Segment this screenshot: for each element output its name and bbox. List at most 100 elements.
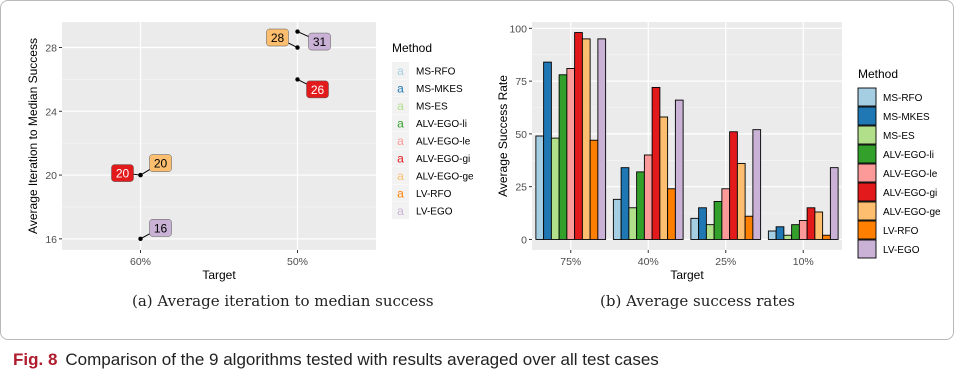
legend-entry-label: ALV-EGO-ge <box>883 207 941 218</box>
data-label-box <box>308 32 331 51</box>
y-axis-label: Average Success Rate <box>496 75 510 197</box>
plot-panel-a <box>62 22 376 250</box>
legend-key-bg <box>392 184 409 202</box>
data-point <box>138 236 143 242</box>
figure-canvas: 16 20 24 28 60% 50% Target Average Iteration to… <box>26 22 941 282</box>
legend-key-glyph: a <box>397 152 404 166</box>
data-label: 20 <box>116 167 130 181</box>
data-point <box>138 172 143 178</box>
legend-entry-label: LV-EGO <box>883 245 920 256</box>
legend-entry-label: ALV-EGO-le <box>883 169 938 180</box>
y-tick-label: 0 <box>521 234 527 246</box>
bar <box>651 86 661 240</box>
data-point <box>295 45 300 50</box>
bar <box>566 67 576 240</box>
legend-entry-label: ALV-EGO-li <box>416 119 467 130</box>
data-label: 28 <box>271 31 285 45</box>
y-tick-label: 28 <box>45 43 57 55</box>
legend-entry-label: MS-MKES <box>883 112 930 123</box>
legend-swatch <box>857 106 877 126</box>
legend-key-bg <box>392 62 409 79</box>
x-tick-label: 40% <box>638 256 659 268</box>
legend-key-bg <box>392 79 409 97</box>
bar <box>752 129 762 240</box>
legend-key-glyph: a <box>397 204 404 218</box>
figure-label: Fig. 8 <box>13 350 58 369</box>
data-label: 16 <box>154 221 168 235</box>
bar <box>705 224 715 240</box>
legend-entry-label: ALV-EGO-gi <box>416 154 470 165</box>
legend-swatch <box>857 220 877 240</box>
x-axis-label: Target <box>670 268 704 282</box>
x-tick-label: 50% <box>287 256 308 268</box>
bar <box>636 171 645 240</box>
legend-b: Method MS-RFO MS-MKES MS-ES ALV-EGO-li ALV-EG… <box>857 67 941 259</box>
y-tick-label: 50 <box>515 129 527 141</box>
legend-title: Method <box>858 67 898 81</box>
data-label: 31 <box>313 35 327 49</box>
chart-b: 0 25 50 75 100 75% 40% 25% 10% Target Average Succ… <box>496 22 941 282</box>
legend-swatch <box>857 182 877 202</box>
data-label-box <box>306 80 329 99</box>
bar <box>674 99 684 240</box>
legend-swatch <box>857 239 877 259</box>
y-tick-label: 100 <box>509 23 527 35</box>
legend-key-glyph: a <box>397 169 404 183</box>
bar <box>783 234 793 240</box>
legend-entry-label: ALV-EGO-ge <box>416 172 474 183</box>
legend-key-bg <box>392 97 409 114</box>
legend-key-glyph: a <box>397 134 404 148</box>
bar <box>698 207 707 240</box>
x-tick-label: 10% <box>793 256 814 268</box>
legend-key-glyph: a <box>397 187 404 201</box>
x-tick-label: 25% <box>715 256 736 268</box>
y-axis-label: Average Iteration to Median Success <box>26 38 40 234</box>
y-tick-label: 20 <box>45 170 57 182</box>
data-label-box <box>266 28 289 47</box>
bar <box>798 219 808 240</box>
legend-entry-label: ALV-EGO-li <box>883 150 934 161</box>
legend-entry-label: MS-MKES <box>416 84 463 95</box>
bar <box>574 32 583 240</box>
legend-key-glyph: a <box>397 64 404 78</box>
x-axis-label: Target <box>202 268 236 282</box>
bar <box>612 198 622 240</box>
legend-a: Method a MS-RFO a MS-MKES a MS-ES a ALV-EGO-li a A… <box>392 41 474 219</box>
bar <box>628 207 638 240</box>
bar <box>550 137 560 240</box>
legend-entry-label: MS-RFO <box>416 67 456 78</box>
legend-key-bg <box>392 202 409 219</box>
bar <box>775 226 785 240</box>
figure-caption: Fig. 8 Comparison of the 9 algorithms tes… <box>13 350 659 370</box>
data-point <box>295 29 300 34</box>
data-label: 20 <box>154 157 168 171</box>
figure-frame <box>0 0 954 340</box>
legend-key-bg <box>392 149 409 167</box>
legend-entry-label: ALV-EGO-gi <box>883 188 937 199</box>
legend-key-bg <box>392 167 409 184</box>
bar <box>667 188 676 240</box>
legend-title: Method <box>392 41 432 55</box>
bar <box>659 116 669 240</box>
bar <box>822 234 831 240</box>
data-label: 26 <box>311 83 325 97</box>
bar <box>729 131 738 240</box>
bar <box>721 188 731 240</box>
bar <box>767 230 777 240</box>
bar <box>829 167 839 240</box>
bar <box>581 38 591 240</box>
legend-swatch <box>857 87 877 107</box>
legend-swatch <box>857 201 877 221</box>
bar <box>814 211 824 240</box>
bar <box>806 207 816 240</box>
data-label-box <box>149 154 172 172</box>
legend-key-bg <box>392 132 409 149</box>
bar <box>643 154 653 240</box>
legend-entry-label: LV-RFO <box>883 226 919 237</box>
bar <box>744 215 754 240</box>
bar <box>543 61 552 240</box>
subcaption-a: (a) Average iteration to median success <box>132 292 434 310</box>
figure-caption-text: Comparison of the 9 algorithms tested wi… <box>65 350 659 369</box>
y-tick-label: 75 <box>515 76 527 88</box>
subcaption-b: (b) Average success rates <box>600 292 795 310</box>
